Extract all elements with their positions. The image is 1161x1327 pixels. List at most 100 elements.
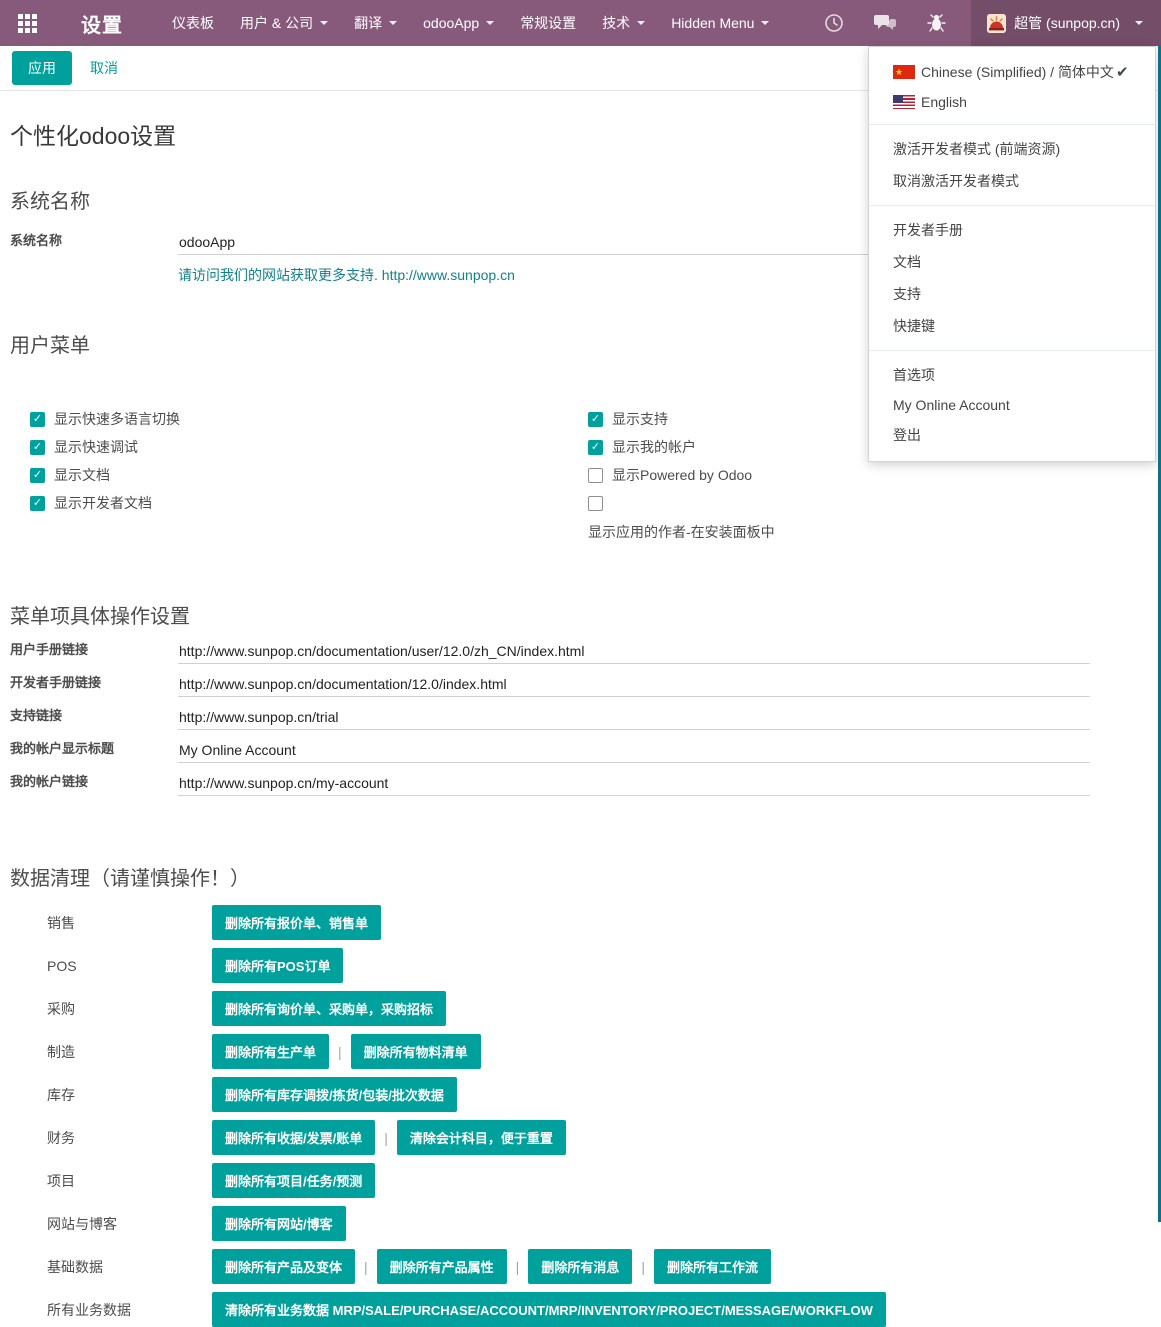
system-name-input[interactable]: odooApp xyxy=(178,232,1090,255)
checkbox[interactable] xyxy=(588,495,603,511)
checkbox-label: 显示Powered by Odoo xyxy=(612,467,753,483)
checkbox[interactable] xyxy=(30,439,45,455)
cleanup-button[interactable]: 删除所有工作流 xyxy=(653,1249,771,1284)
cleanup-button[interactable]: 删除所有报价单、销售单 xyxy=(212,905,382,940)
checkbox-label: 显示快速多语言切换 xyxy=(54,411,180,427)
dropdown-menu-item[interactable]: 文档 xyxy=(893,254,921,270)
nav-menu-item[interactable]: 仪表板 xyxy=(159,0,227,46)
dropdown-group: 激活开发者模式 (前端资源) 取消激活开发者模式 xyxy=(869,124,1155,197)
checkbox-row: 显示Powered by Odoo xyxy=(588,466,775,484)
dropdown-menu-item[interactable]: 首选项 xyxy=(893,367,935,383)
divider xyxy=(869,205,1155,206)
field-input[interactable]: http://www.sunpop.cn/documentation/user/… xyxy=(178,641,1090,664)
nav-menu-item[interactable]: Hidden Menu xyxy=(658,0,782,46)
chevron-down-icon xyxy=(761,21,770,25)
field-input[interactable]: http://www.sunpop.cn/my-account xyxy=(178,773,1090,796)
apply-button[interactable]: 应用 xyxy=(12,51,72,85)
cleanup-button[interactable]: 清除会计科目，便于重置 xyxy=(396,1120,566,1155)
window-edge-scrollbar[interactable] xyxy=(1158,46,1161,1222)
activities-clock-icon[interactable] xyxy=(809,0,859,46)
apps-grid-icon[interactable] xyxy=(0,0,53,46)
nav-menu-item[interactable]: 用户 & 公司 xyxy=(227,0,341,46)
nav-menu-label: 技术 xyxy=(602,15,631,31)
section-data-cleanup: 数据清理（请谨慎操作！） 销售 删除所有报价单、销售单 POS xyxy=(10,862,1151,1327)
checkbox[interactable] xyxy=(588,439,603,455)
system-section-heading: 系统名称 xyxy=(10,191,90,213)
dropdown-menu-item[interactable]: 激活开发者模式 (前端资源) xyxy=(893,141,1061,157)
cleanup-button[interactable]: 删除所有生产单 xyxy=(212,1034,330,1069)
cleanup-row: 基础数据 删除所有产品及变体 删除所有产品属性 xyxy=(10,1249,1151,1284)
field-label: 支持链接 xyxy=(10,708,63,723)
cleanup-row: 网站与博客 删除所有网站/博客 xyxy=(10,1206,1151,1241)
cleanup-button[interactable]: 删除所有产品及变体 xyxy=(212,1249,356,1284)
cleanup-button-group: 删除所有库存调拨/拣货/包装/批次数据 xyxy=(212,1077,457,1112)
messages-chat-icon[interactable] xyxy=(859,0,912,46)
cleanup-section-heading: 数据清理（请谨慎操作！） xyxy=(10,868,250,890)
cleanup-button[interactable]: 删除所有消息 xyxy=(528,1249,633,1284)
nav-menu-label: Hidden Menu xyxy=(671,15,755,31)
cleanup-button[interactable]: 删除所有物料清单 xyxy=(350,1034,481,1069)
dropdown-groups: 激活开发者模式 (前端资源) 取消激活开发者模式 开发者手册 文档 支持 xyxy=(869,124,1155,451)
debug-bug-icon[interactable] xyxy=(912,0,961,46)
checkbox[interactable] xyxy=(588,467,603,483)
cleanup-row: 库存 删除所有库存调拨/拣货/包装/批次数据 xyxy=(10,1077,1151,1112)
checkbox-row: 显示支持 xyxy=(588,410,775,428)
nav-menu-label: odooApp xyxy=(423,15,480,31)
cleanup-button-group: 删除所有收据/发票/账单 清除会计科目，便于重置 xyxy=(212,1120,566,1155)
cleanup-row-label: 所有业务数据 xyxy=(47,1301,131,1318)
nav-menu-label: 常规设置 xyxy=(520,15,577,31)
cleanup-button[interactable]: 删除所有产品属性 xyxy=(376,1249,507,1284)
user-avatar xyxy=(987,13,1007,33)
field-input[interactable]: http://www.sunpop.cn/trial xyxy=(178,707,1090,730)
cleanup-button-group: 删除所有网站/博客 xyxy=(212,1206,346,1241)
user-name: 超管 (sunpop.cn) xyxy=(1014,15,1120,31)
cleanup-button[interactable]: 删除所有网站/博客 xyxy=(212,1206,346,1241)
dropdown-menu-item[interactable]: 开发者手册 xyxy=(893,222,963,238)
cleanup-button[interactable]: 删除所有询价单、采购单，采购招标 xyxy=(212,991,447,1026)
cleanup-button[interactable]: 删除所有项目/任务/预测 xyxy=(212,1163,376,1198)
cancel-button[interactable]: 取消 xyxy=(86,52,122,84)
cleanup-button[interactable]: 清除所有业务数据 MRP/SALE/PURCHASE/ACCOUNT/MRP/I… xyxy=(212,1292,886,1327)
nav-menu-item[interactable]: 技术 xyxy=(589,0,658,46)
cleanup-row: 项目 删除所有项目/任务/预测 xyxy=(10,1163,1151,1198)
checkbox-row: 显示我的帐户 xyxy=(588,438,775,456)
field-row: 支持链接 http://www.sunpop.cn/trial xyxy=(10,705,1090,730)
cleanup-row-label: 基础数据 xyxy=(47,1258,103,1275)
chevron-down-icon xyxy=(637,21,646,25)
app-title[interactable]: 设置 xyxy=(81,14,123,37)
cleanup-row: 采购 删除所有询价单、采购单，采购招标 xyxy=(10,991,1151,1026)
checkbox-label: 显示开发者文档 xyxy=(54,495,152,511)
cleanup-button-group: 删除所有生产单 删除所有物料清单 xyxy=(212,1034,481,1069)
dropdown-menu-item[interactable]: 支持 xyxy=(893,286,921,302)
cleanup-button[interactable]: 删除所有POS订单 xyxy=(212,948,344,983)
dropdown-language-english[interactable]: English xyxy=(869,88,1155,116)
cleanup-button[interactable]: 删除所有库存调拨/拣货/包装/批次数据 xyxy=(212,1077,457,1112)
nav-menu-item[interactable]: 翻译 xyxy=(341,0,410,46)
language-label: English xyxy=(921,94,967,110)
nav-menu-item[interactable]: odooApp xyxy=(410,0,507,46)
field-input[interactable]: My Online Account xyxy=(178,740,1090,763)
user-menu-toggle[interactable]: 超管 (sunpop.cn) xyxy=(971,0,1161,46)
us-flag-icon xyxy=(893,95,915,109)
cleanup-row: 财务 删除所有收据/发票/账单 清除会计科目，便于重置 xyxy=(10,1120,1151,1155)
nav-menu-item[interactable]: 常规设置 xyxy=(507,0,589,46)
field-label: 我的帐户显示标题 xyxy=(10,741,115,756)
checkbox[interactable] xyxy=(30,411,45,427)
dropdown-menu-item[interactable]: 快捷键 xyxy=(893,318,935,334)
field-label: 开发者手册链接 xyxy=(10,675,102,690)
dropdown-language-chinese[interactable]: ★ Chinese (Simplified) / 简体中文 ✔ xyxy=(869,56,1155,88)
dropdown-menu-item[interactable]: 登出 xyxy=(893,427,921,443)
field-input[interactable]: http://www.sunpop.cn/documentation/12.0/… xyxy=(178,674,1090,697)
checkbox[interactable] xyxy=(30,495,45,511)
cleanup-rows: 销售 删除所有报价单、销售单 POS xyxy=(10,905,1151,1327)
checkbox[interactable] xyxy=(588,411,603,427)
dropdown-menu-item[interactable]: 取消激活开发者模式 xyxy=(893,173,1019,189)
cleanup-row: 销售 删除所有报价单、销售单 xyxy=(10,905,1151,940)
dropdown-menu-item[interactable]: My Online Account xyxy=(893,397,1010,413)
system-name-label: 系统名称 xyxy=(10,233,63,248)
page-title: 个性化odoo设置 xyxy=(10,123,177,149)
cleanup-button[interactable]: 删除所有收据/发票/账单 xyxy=(212,1120,376,1155)
checkbox-label: 显示文档 xyxy=(54,467,110,483)
checkbox[interactable] xyxy=(30,467,45,483)
cleanup-button-group: 删除所有询价单、采购单，采购招标 xyxy=(212,991,447,1026)
